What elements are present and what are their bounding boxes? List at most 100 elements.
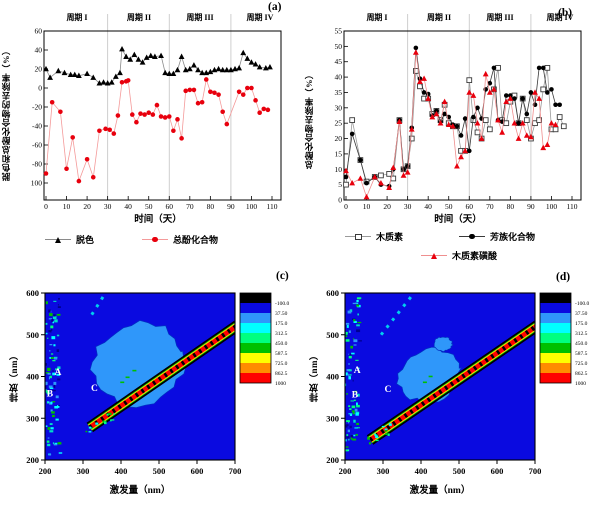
noise-speckle (346, 436, 350, 439)
noise-speckle (54, 406, 58, 409)
tip-speckle (387, 433, 390, 436)
noise-speckle (48, 309, 51, 313)
data-point-marker (166, 70, 173, 77)
x-tick-label: 0 (344, 202, 348, 211)
noise-speckle (52, 401, 56, 403)
data-point-marker (433, 110, 440, 117)
tip-speckle (88, 426, 92, 429)
colorbar-label: 725.0 (275, 361, 288, 367)
noise-speckle (55, 418, 59, 421)
axis-frame (43, 30, 282, 201)
noise-speckle (58, 452, 63, 454)
data-point-marker (249, 85, 254, 91)
data-point-marker (47, 74, 54, 80)
y-tick-label: 500 (326, 330, 339, 340)
noise-speckle (57, 442, 62, 445)
data-point-marker (162, 115, 168, 120)
data-point-marker (540, 144, 547, 151)
data-point-marker (454, 163, 460, 169)
data-point-marker (413, 68, 419, 74)
data-point-marker (511, 120, 518, 126)
peak-label-B: B (47, 390, 54, 400)
noise-speckle (346, 424, 349, 427)
x-tick-label: 90 (227, 202, 235, 211)
noise-speckle (48, 453, 52, 456)
panel-a-x-axis-title: 时间（天） (134, 215, 182, 225)
blob-speck (120, 381, 125, 384)
data-point-marker (131, 51, 138, 58)
colorbar-band (240, 353, 271, 363)
panel-d-corner-label: (d) (556, 271, 571, 283)
x-tick-label: 70 (486, 202, 494, 211)
colorbar-band (240, 363, 271, 373)
data-point-marker (146, 110, 152, 115)
x-tick-label: 60 (466, 202, 474, 211)
noise-speckle (351, 405, 356, 409)
y-tick-label: 400 (26, 372, 39, 382)
data-point-marker (519, 120, 526, 126)
noise-speckle (53, 443, 58, 446)
noise-speckle (45, 363, 47, 366)
data-point-marker (404, 169, 411, 175)
data-point-marker (363, 193, 370, 200)
legend-b-row2: 木质素磺酸 (340, 249, 578, 262)
data-point-marker (523, 117, 530, 123)
data-point-marker (495, 65, 501, 71)
legend-marker-triangle (45, 236, 71, 244)
data-point-marker (470, 92, 477, 98)
y-tick-label: 600 (26, 288, 39, 298)
data-point-marker (147, 52, 154, 58)
data-point-marker (61, 69, 68, 76)
data-point-marker (256, 64, 263, 70)
noise-speckle (345, 335, 348, 337)
noise-speckle (345, 322, 350, 325)
data-point-marker (503, 93, 509, 98)
noise-speckle (352, 434, 356, 437)
data-point-marker (544, 65, 551, 71)
data-point-marker (499, 129, 506, 135)
x-tick-label: 70 (186, 202, 194, 211)
x-tick-label: 30 (104, 202, 112, 211)
data-point-marker (478, 135, 485, 141)
data-point-marker (378, 172, 384, 179)
noise-speckle (349, 413, 353, 416)
x-tick-label: 40 (124, 202, 132, 211)
noise-speckle (50, 325, 54, 329)
noise-speckle (53, 384, 56, 388)
noise-speckle (351, 410, 355, 413)
x-tick-label: 110 (267, 202, 278, 211)
colorbar-frame (239, 292, 272, 384)
x-tick-label: 300 (377, 466, 390, 476)
data-point-marker (343, 167, 349, 174)
noise-speckle (48, 385, 53, 388)
data-point-marker (412, 49, 419, 55)
noise-speckle (52, 414, 55, 418)
noise-speckle (51, 328, 53, 331)
data-point-marker (540, 86, 547, 93)
y-tick-label: 100 (31, 179, 43, 188)
noise-speckle (349, 353, 353, 356)
noise-speckle (348, 369, 352, 372)
data-point-marker (257, 110, 262, 115)
data-point-marker (520, 96, 525, 101)
panel-d: 200 300 400 500 600 700 200 300 400 500 600 A B C -100… (300, 268, 600, 508)
colorbar-label: 587.5 (575, 351, 588, 357)
noise-speckle (346, 393, 348, 395)
data-point-marker (349, 131, 355, 137)
tip-speckle (106, 413, 109, 416)
data-point-marker (545, 90, 550, 95)
noise-speckle (51, 319, 53, 322)
noise-speckle (348, 373, 350, 377)
data-point-marker (487, 80, 493, 86)
panel-d-x-axis-title: 激发量（nm） (409, 486, 471, 496)
tip-speckle (374, 433, 376, 436)
noise-speckle (350, 437, 353, 440)
colorbar-band (540, 293, 571, 303)
data-point-marker (523, 132, 530, 138)
data-point-marker (552, 121, 559, 128)
data-point-marker (349, 179, 356, 186)
y-tick-label: 20 (35, 65, 43, 74)
noise-speckle (49, 344, 53, 346)
noise-speckle (349, 408, 352, 410)
noise-speckle (47, 367, 51, 371)
